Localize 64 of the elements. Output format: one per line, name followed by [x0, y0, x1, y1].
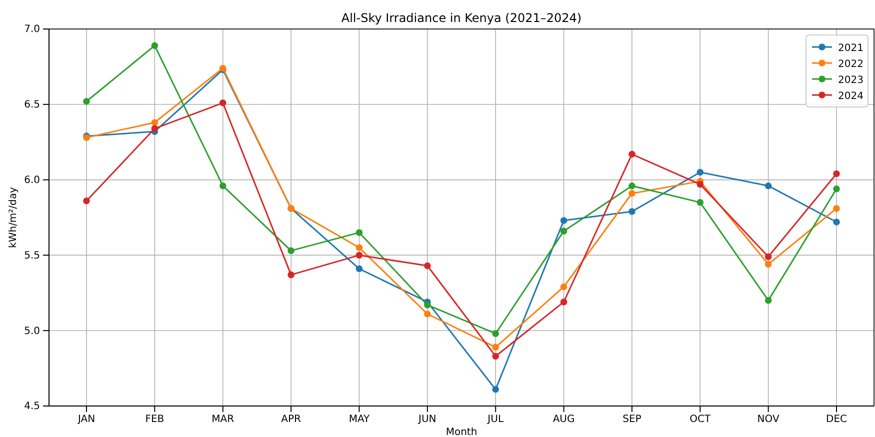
point — [219, 100, 226, 106]
point — [560, 217, 568, 224]
point — [628, 150, 636, 158]
x-tick-label: APR — [281, 414, 301, 426]
point — [356, 229, 363, 236]
y-axis-title: kWh/m²/day — [8, 186, 19, 248]
point — [288, 271, 294, 278]
point — [424, 310, 431, 318]
legend-label: 2023 — [838, 75, 864, 86]
point — [492, 352, 499, 360]
point — [696, 199, 704, 206]
point — [288, 247, 294, 254]
point — [83, 198, 90, 204]
point — [492, 344, 499, 351]
x-tick-label: SEP — [622, 414, 642, 426]
x-tick-label: MAR — [212, 414, 234, 426]
point — [696, 168, 704, 176]
point — [833, 218, 840, 226]
point — [356, 252, 363, 259]
legend-label: 2021 — [838, 43, 864, 54]
point — [764, 297, 772, 304]
point — [356, 244, 363, 252]
x-tick-label: DEC — [826, 414, 848, 426]
point — [219, 182, 226, 190]
y-tick-label: 4.5 — [24, 401, 40, 412]
legend-label: 2022 — [838, 59, 864, 70]
point — [833, 185, 840, 192]
x-tick-label: MAY — [348, 414, 371, 426]
x-tick-label: JAN — [76, 414, 96, 426]
point — [492, 330, 499, 337]
point — [151, 119, 158, 126]
point — [560, 228, 568, 234]
point — [833, 205, 840, 212]
x-tick-label: NOV — [757, 414, 780, 426]
x-axis-title: Month — [446, 427, 478, 437]
point — [424, 262, 431, 270]
point — [833, 170, 840, 178]
legend-label: 2024 — [838, 91, 864, 102]
point — [764, 260, 772, 268]
point — [356, 265, 363, 272]
y-tick-label: 5.5 — [24, 250, 40, 262]
point — [764, 182, 772, 190]
point — [764, 253, 772, 260]
chart-title: All-Sky Irradiance in Kenya (2021–2024) — [341, 11, 582, 25]
point — [696, 180, 704, 188]
point — [628, 182, 636, 190]
y-tick-label: 6.0 — [24, 175, 40, 186]
x-tick-label: FEB — [145, 414, 164, 426]
point — [151, 125, 158, 132]
x-tick-label: JUL — [486, 414, 504, 426]
x-tick-label: OCT — [690, 414, 712, 426]
point — [560, 283, 568, 290]
point — [424, 302, 431, 308]
point — [151, 42, 158, 49]
x-tick-label: AUG — [552, 414, 575, 426]
point — [560, 298, 568, 306]
y-tick-label: 5.0 — [24, 326, 40, 337]
point — [628, 208, 636, 215]
point — [628, 190, 636, 197]
y-tick-label: 7.0 — [24, 24, 40, 36]
point — [83, 98, 90, 105]
x-tick-label: JUN — [418, 414, 436, 426]
point — [492, 386, 499, 393]
y-tick-label: 6.5 — [24, 100, 40, 111]
